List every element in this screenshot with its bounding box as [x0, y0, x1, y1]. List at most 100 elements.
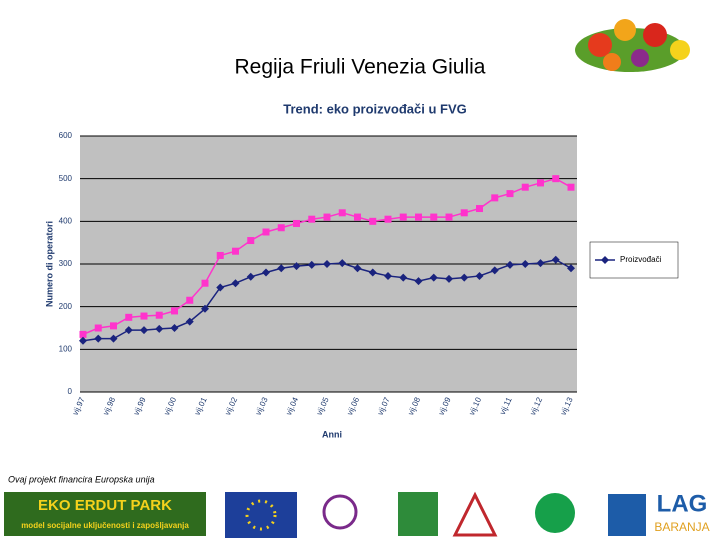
- logo-lag: LAG: [657, 490, 708, 517]
- point: [323, 260, 331, 268]
- point: [506, 190, 514, 198]
- point: [399, 213, 407, 221]
- point: [476, 205, 483, 213]
- logos: EKO ERDUT PARK model socijalne uključeno…: [4, 490, 710, 538]
- point: [369, 217, 377, 225]
- point: [247, 237, 255, 245]
- point: [308, 215, 316, 223]
- y-tick-label: 0: [68, 387, 73, 396]
- point: [124, 326, 133, 335]
- point: [292, 262, 301, 271]
- point: [109, 334, 118, 343]
- point: [170, 324, 179, 332]
- logo-green: [398, 492, 438, 536]
- point: [155, 324, 164, 333]
- point: [536, 259, 545, 268]
- x-tick-label: vij.05: [315, 395, 331, 416]
- point: [567, 264, 575, 273]
- point: [231, 279, 240, 288]
- x-axis-label: Anni: [322, 429, 342, 439]
- point: [171, 307, 178, 315]
- point: [354, 213, 361, 221]
- y-axis-label: Numero di operatori: [44, 221, 54, 307]
- point: [429, 273, 438, 282]
- x-tick-label: vij.01: [193, 395, 209, 416]
- point: [201, 304, 209, 313]
- point: [293, 219, 300, 227]
- point: [445, 274, 453, 283]
- eu-stars: [245, 499, 277, 531]
- point: [445, 213, 453, 221]
- point: [216, 251, 224, 259]
- point: [232, 247, 239, 255]
- logo-lag-sub: BARANJA: [654, 520, 709, 534]
- point: [140, 312, 148, 320]
- x-tick-label: vij.98: [101, 395, 117, 416]
- point: [338, 209, 346, 217]
- logo-zz: [452, 491, 498, 537]
- x-tick-label: vij.03: [254, 395, 270, 416]
- x-tick-label: vij.13: [559, 395, 575, 416]
- logo-lag-mark: [608, 494, 646, 536]
- logo-park-text: EKO ERDUT PARK: [38, 497, 172, 514]
- point: [506, 260, 514, 269]
- point: [460, 209, 468, 217]
- point: [110, 322, 117, 330]
- x-tick-label: vij.09: [437, 395, 453, 416]
- point: [79, 330, 87, 338]
- point: [262, 268, 270, 277]
- point: [155, 311, 163, 319]
- point: [277, 264, 286, 273]
- eu-flag: [225, 492, 297, 538]
- point: [537, 179, 544, 187]
- point: [353, 264, 362, 273]
- point: [125, 313, 133, 321]
- x-tick-label: vij.08: [406, 395, 422, 416]
- footnote: Ovaj projekt financira Europska unija: [8, 474, 155, 484]
- point: [185, 317, 194, 326]
- point: [414, 277, 423, 286]
- point: [384, 271, 392, 280]
- x-tick-label: vij.10: [467, 395, 483, 416]
- point: [430, 213, 438, 221]
- x-tick-label: vij.02: [223, 395, 239, 416]
- point: [399, 273, 408, 282]
- point: [186, 296, 194, 304]
- x-tick-label: vij.11: [498, 395, 514, 416]
- point: [338, 259, 347, 268]
- logo-park-sub: model socijalne uključenosti i zapošljav…: [21, 521, 189, 530]
- legend-label: Proizvođači: [620, 255, 662, 264]
- point: [601, 256, 609, 264]
- point: [567, 183, 575, 191]
- x-tick-label: vij.12: [528, 395, 544, 416]
- chart-title: Trend: eko proizvođači u FVG: [283, 101, 466, 116]
- x-tick-label: vij.07: [376, 395, 392, 416]
- point: [277, 224, 285, 232]
- y-tick-label: 100: [59, 344, 73, 353]
- point: [491, 194, 499, 202]
- x-tick-label: vij.97: [71, 395, 87, 416]
- point: [475, 271, 484, 280]
- slide-title: Regija Friuli Venezia Giulia: [235, 56, 486, 79]
- x-tick-label: vij.00: [162, 395, 178, 416]
- logo-eco: [535, 493, 575, 533]
- y-tick-label: 300: [59, 259, 73, 268]
- logo-park: [4, 492, 206, 536]
- y-tick-label: 200: [59, 302, 73, 311]
- point: [384, 215, 392, 223]
- logo-flower: [322, 494, 358, 530]
- point: [521, 183, 529, 191]
- point: [323, 213, 331, 221]
- point: [79, 336, 87, 345]
- point: [490, 266, 499, 275]
- point: [368, 268, 377, 277]
- point: [307, 260, 316, 269]
- x-tick-label: vij.99: [132, 395, 148, 416]
- point: [94, 334, 103, 343]
- point: [552, 175, 560, 183]
- point: [201, 279, 209, 287]
- point: [94, 324, 102, 332]
- point: [551, 255, 560, 264]
